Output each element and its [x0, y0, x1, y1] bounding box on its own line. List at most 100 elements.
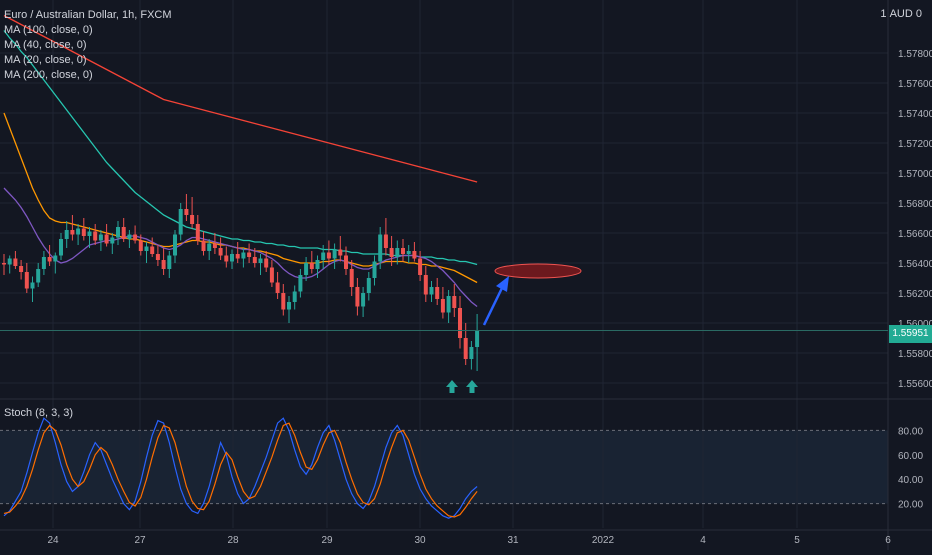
- price-axis-label: 1.56200: [898, 289, 932, 300]
- candle-body: [401, 248, 405, 254]
- candle-body: [378, 234, 383, 262]
- candle-body: [13, 258, 18, 266]
- stoch-d-line: [3, 422, 478, 518]
- up-arrow-icon: [466, 380, 478, 393]
- candle-body: [173, 234, 177, 256]
- candle-body: [458, 308, 462, 338]
- candle-body: [406, 251, 411, 254]
- candle-body: [389, 248, 394, 257]
- time-axis-label: 27: [134, 535, 146, 546]
- price-axis-label: 1.55600: [898, 379, 932, 390]
- price-axis-label: 1.57000: [898, 169, 932, 180]
- stoch-band: [0, 430, 888, 504]
- candle-body: [190, 215, 195, 224]
- candle-body: [155, 254, 160, 260]
- candle-body: [258, 258, 263, 263]
- up-arrow-icon: [446, 380, 458, 393]
- time-axis-label: 30: [414, 535, 426, 546]
- candle-body: [161, 260, 166, 269]
- chart-legend: Euro / Australian Dollar, 1h, FXCM MA (1…: [4, 8, 172, 83]
- stoch-k-line: [3, 417, 478, 519]
- candle-body: [395, 248, 400, 257]
- chart-title: Euro / Australian Dollar, 1h, FXCM: [4, 9, 172, 21]
- candle-body: [224, 255, 229, 262]
- candle-body: [64, 230, 69, 239]
- candle-body: [355, 287, 360, 307]
- time-axis-label: 29: [321, 535, 333, 546]
- candle-body: [167, 255, 172, 269]
- candle-body: [184, 209, 189, 215]
- candle-body: [366, 278, 371, 293]
- candle-body: [326, 252, 331, 259]
- time-axis-label: 31: [507, 535, 519, 546]
- candle-body: [70, 230, 75, 235]
- time-axis-label: 4: [700, 535, 706, 546]
- candle-body: [281, 293, 286, 310]
- scale-marker-right: 0: [915, 8, 922, 20]
- candle-body: [212, 243, 217, 248]
- candle-body: [475, 330, 480, 347]
- candle-body: [429, 287, 434, 295]
- candle-body: [93, 231, 98, 241]
- candle-body: [2, 263, 6, 265]
- price-axis-label: 1.57200: [898, 139, 932, 150]
- candle-body: [469, 347, 474, 359]
- price-axis-label: 1.57600: [898, 79, 932, 90]
- stoch-label: Stoch (8, 3, 3): [4, 407, 74, 419]
- candle-body: [24, 272, 29, 289]
- time-axis-label: 5: [794, 535, 800, 546]
- time-axis-label: 28: [227, 535, 239, 546]
- candle-body: [195, 224, 200, 241]
- candle-body: [440, 299, 445, 313]
- candle-body: [372, 261, 377, 278]
- candle-body: [349, 269, 354, 287]
- candle-body: [287, 302, 291, 310]
- stoch-axis-label: 40.00: [898, 475, 923, 486]
- candle-body: [235, 254, 240, 259]
- legend-ma200[interactable]: MA (200, close, 0): [4, 69, 93, 81]
- candle-body: [418, 258, 423, 275]
- candle-body: [383, 234, 388, 248]
- current-price-tag: 1.55951: [889, 325, 932, 343]
- candle-body: [230, 254, 234, 262]
- candle-body: [332, 249, 337, 259]
- candle-body: [269, 267, 274, 283]
- candle-body: [110, 237, 115, 244]
- candle-body: [361, 293, 366, 307]
- candle-body: [41, 257, 46, 269]
- candle-body: [7, 258, 12, 265]
- legend-ma40[interactable]: MA (40, close, 0): [4, 39, 87, 51]
- price-axis-label: 1.55800: [898, 349, 932, 360]
- candle-body: [412, 251, 417, 259]
- candle-body: [127, 234, 132, 239]
- legend-ma100[interactable]: MA (100, close, 0): [4, 24, 93, 36]
- candle-body: [138, 240, 143, 251]
- candle-body: [133, 234, 138, 241]
- legend-ma20[interactable]: MA (20, close, 0): [4, 54, 87, 66]
- candle-body: [241, 252, 246, 259]
- candle-body: [81, 228, 86, 236]
- candle-body: [144, 246, 149, 251]
- candle-body: [338, 249, 343, 256]
- candle-body: [116, 227, 120, 238]
- candle-body: [104, 234, 109, 244]
- candle-body: [87, 231, 92, 236]
- candle-body: [59, 239, 63, 256]
- candle-body: [19, 266, 24, 272]
- candle-body: [201, 240, 206, 251]
- stoch-axis-label: 60.00: [898, 451, 923, 462]
- candle-body: [178, 209, 183, 235]
- ma40-line: [3, 112, 478, 284]
- price-axis-label: 1.56400: [898, 259, 932, 270]
- candle-body: [275, 282, 280, 293]
- candle-body: [292, 291, 297, 302]
- price-axis-label: 1.56000: [898, 319, 932, 330]
- projection-arrow-icon: [482, 276, 509, 326]
- candle-body: [452, 296, 457, 308]
- time-axis-label: 24: [47, 535, 59, 546]
- time-axis-label: 2022: [592, 535, 615, 546]
- candle-body: [252, 257, 257, 263]
- candle-body: [446, 296, 451, 313]
